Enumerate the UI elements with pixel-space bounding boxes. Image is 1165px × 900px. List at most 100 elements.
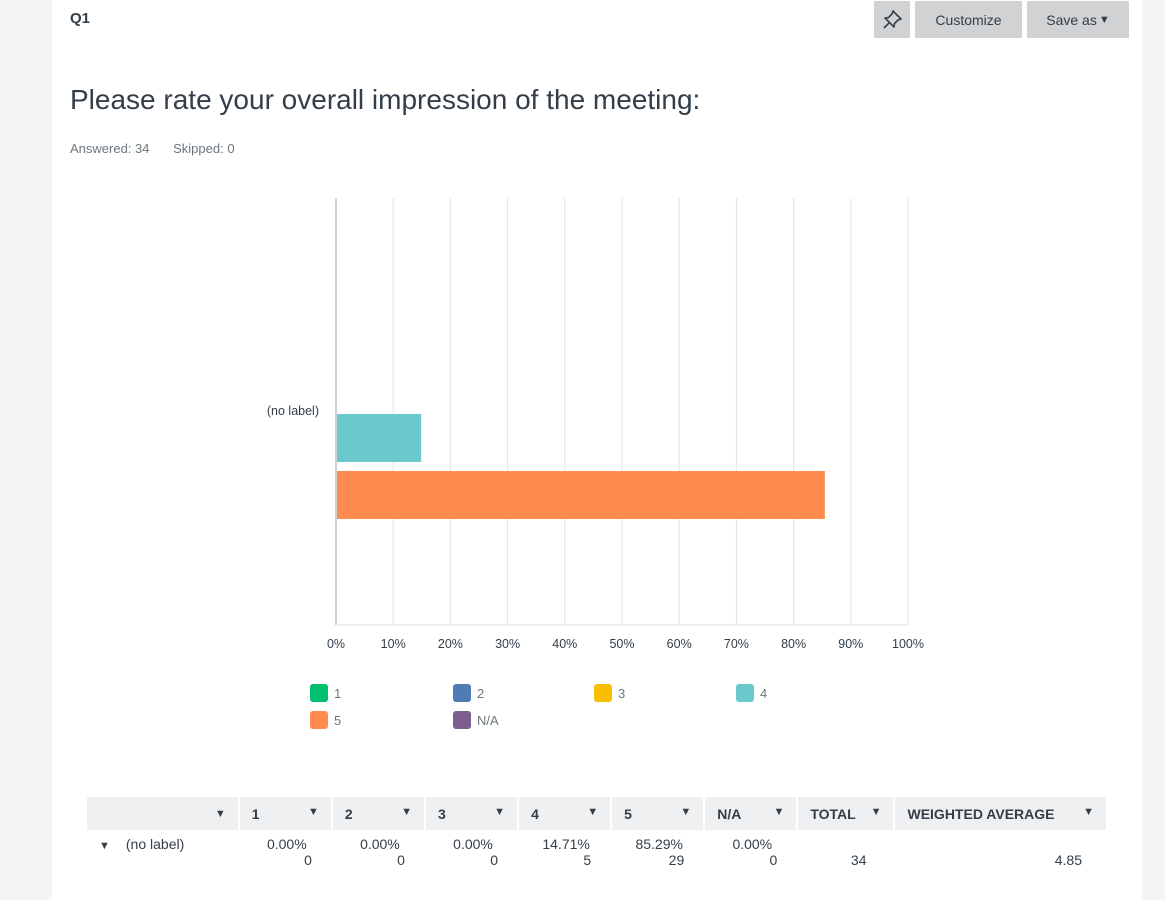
legend-item[interactable]: 3 [594,684,625,702]
x-tick-label: 30% [495,637,520,651]
x-tick-label: 50% [609,637,634,651]
sort-dropdown-icon[interactable]: ▼ [680,805,692,818]
table-body: ▼ (no label) 0.00% 0 0.00% 0 0.00% 0 14.71% 5 85.2… [87,830,1107,869]
percent-value: 0.00% [732,836,773,852]
count-value: 0 [397,852,405,868]
percent-value: 85.29% [635,836,683,852]
weighted-average-value: 4.85 [1054,852,1082,868]
column-header-label: 1 [251,805,260,822]
column-header[interactable]: 2 ▼ [331,797,426,830]
column-header[interactable]: ▼ [87,797,240,830]
x-tick-label: 70% [724,637,749,651]
count-value: 5 [583,852,592,868]
column-header-label: WEIGHTED AVERAGE [907,805,1055,822]
sort-dropdown-icon[interactable]: ▼ [870,805,882,818]
bar-series-4[interactable] [337,414,422,462]
sort-dropdown-icon[interactable]: ▼ [494,805,506,818]
data-cell: 85.29% 29 [611,830,704,869]
data-cell: 0.00% 0 [425,830,518,869]
count-value: 0 [490,852,499,868]
sort-dropdown-icon[interactable]: ▼ [401,805,412,818]
x-tick-label: 10% [381,637,406,651]
save-as-button[interactable]: Save as ▼ [1027,1,1129,38]
percent-value: 14.71% [542,836,590,852]
x-tick-label: 90% [838,637,863,651]
bar-series-5[interactable] [337,471,825,519]
table-header-row: ▼ 1 ▼ 2 ▼ 3 ▼ 4 ▼ 5 ▼ N/A ▼ TOTAL ▼ WEIGHTED AVERAGE ▼ [87,797,1108,830]
column-header[interactable]: WEIGHTED AVERAGE ▼ [894,797,1108,830]
x-tick-label: 80% [781,637,806,651]
x-tick-label: 20% [438,637,463,651]
response-stats: Answered: 34 Skipped: 0 [70,141,255,156]
answered-count: Answered: 34 [70,141,150,156]
expand-row-icon[interactable]: ▼ [99,840,110,852]
column-header[interactable]: 1 ▼ [238,797,333,830]
column-header[interactable]: 3 ▼ [424,797,520,830]
legend-label: 5 [334,712,342,728]
row-label: (no label) [125,836,185,852]
total-value: 34 [850,852,867,868]
data-cell: 14.71% 5 [518,830,611,869]
column-header[interactable]: N/A ▼ [704,797,799,830]
count-value: 0 [769,852,778,868]
category-label: (no label) [267,404,319,418]
column-header-label: 3 [437,805,446,822]
pin-button[interactable] [874,1,910,38]
x-tick-label: 60% [667,637,692,651]
legend-item[interactable]: 4 [736,684,767,702]
legend-label: 2 [477,685,485,701]
data-cell: 0.00% 0 [704,830,797,869]
skipped-count: Skipped: 0 [173,141,235,156]
chart-legend: 1 2 3 4 5 N/A [310,684,870,736]
legend-item[interactable]: 2 [453,684,484,702]
legend-swatch [310,711,328,729]
legend-swatch [453,711,471,729]
results-table: ▼ 1 ▼ 2 ▼ 3 ▼ 4 ▼ 5 ▼ N/A ▼ TOTAL ▼ WEIGHTED AVERAGE ▼ ▼… [87,797,1108,869]
question-number: Q1 [70,10,91,27]
column-header-label: TOTAL [810,805,856,822]
column-header-label: 2 [344,805,353,822]
pin-icon [883,9,902,29]
customize-label: Customize [935,11,1002,28]
percent-value: 0.00% [266,836,307,852]
legend-swatch [310,684,328,702]
table-row: ▼ (no label) 0.00% 0 0.00% 0 0.00% 0 14.71% 5 85.2… [87,830,1107,869]
legend-label: 3 [618,685,626,701]
legend-item[interactable]: N/A [453,711,499,729]
legend-label: N/A [477,712,499,728]
customize-button[interactable]: Customize [915,1,1022,38]
count-value: 0 [304,852,312,868]
legend-swatch [594,684,612,702]
column-header[interactable]: 5 ▼ [611,797,706,830]
question-card: Q1 Customize Save as ▼ Please rate your … [52,0,1142,900]
count-value: 29 [668,852,685,868]
column-header[interactable]: 4 ▼ [518,797,613,830]
x-tick-label: 40% [552,637,577,651]
legend-label: 1 [334,685,342,701]
sort-dropdown-icon[interactable]: ▼ [214,807,226,820]
percent-value: 0.00% [453,836,493,852]
sort-dropdown-icon[interactable]: ▼ [773,805,785,818]
legend-item[interactable]: 1 [310,684,341,702]
column-header-label: 5 [624,805,632,822]
column-header-label: 4 [531,805,539,822]
x-tick-label: 100% [892,637,924,651]
legend-swatch [453,684,471,702]
sort-dropdown-icon[interactable]: ▼ [307,805,319,818]
column-header-label: N/A [717,805,742,822]
column-header[interactable]: TOTAL ▼ [797,797,896,830]
sort-dropdown-icon[interactable]: ▼ [1083,805,1094,818]
data-cell: 0.00% 0 [239,830,332,869]
bar-chart: 0% 10% 20% 30% 40% 50% 60% 70% 80% 90% 100% (no lab… [267,198,924,651]
legend-item[interactable]: 5 [310,711,341,729]
x-tick-label: 0% [327,637,345,651]
legend-label: 4 [760,685,768,701]
save-as-label: Save as [1046,11,1097,28]
row-label-cell: ▼ (no label) [87,830,239,869]
data-cell: 0.00% 0 [332,830,425,869]
legend-swatch [736,684,754,702]
sort-dropdown-icon[interactable]: ▼ [587,805,599,818]
percent-value: 0.00% [360,836,400,852]
chevron-down-icon: ▼ [1098,13,1110,26]
question-title: Please rate your overall impression of t… [70,84,701,115]
